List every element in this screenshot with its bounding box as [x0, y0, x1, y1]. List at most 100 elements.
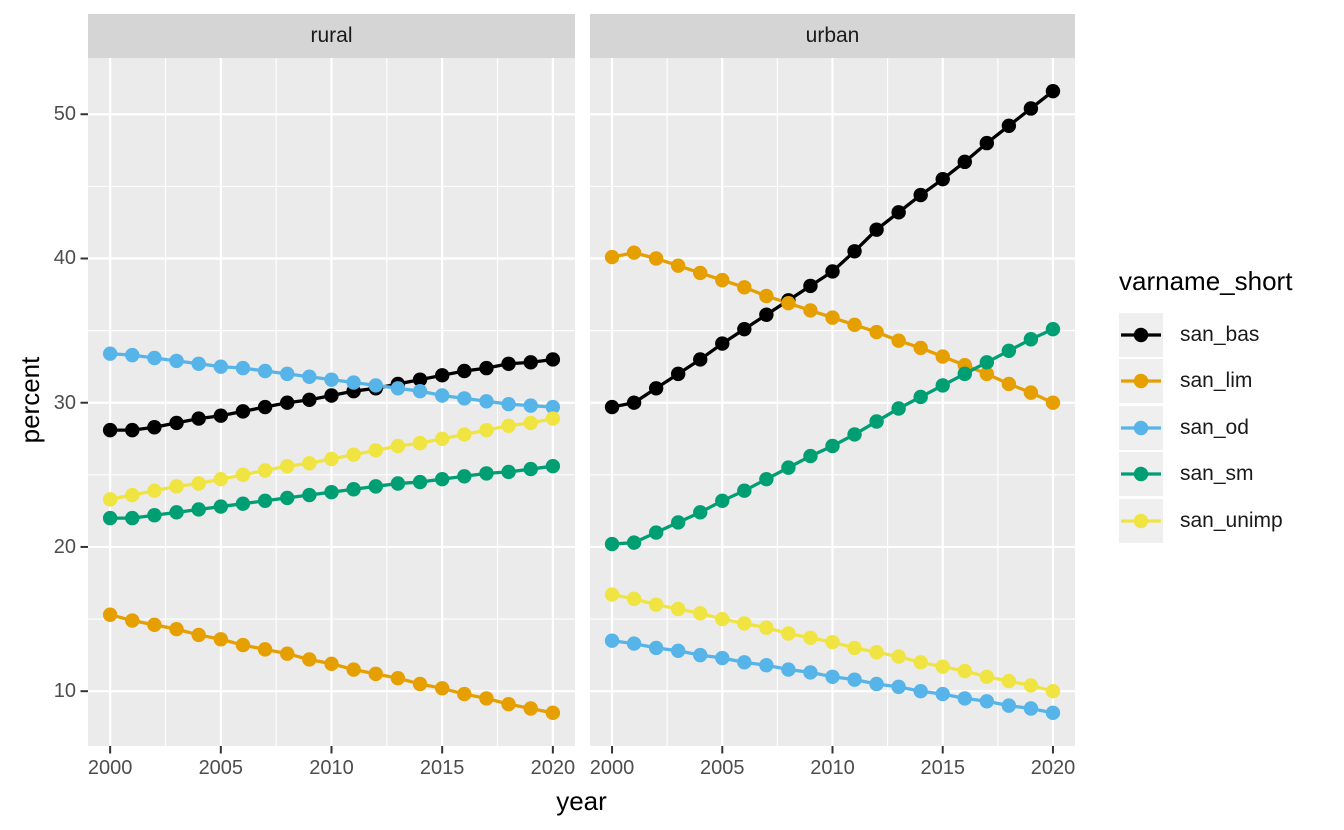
data-point-san_od-urban-2017	[979, 694, 995, 709]
legend-key-point-icon	[1133, 327, 1149, 343]
y-tick-label-40: 40	[53, 247, 76, 270]
data-point-san_sm-urban-2004	[693, 505, 708, 520]
legend-key-san_unimp	[1119, 498, 1163, 543]
data-point-san_unimp-rural-2014	[412, 435, 428, 451]
data-point-san_sm-urban-2007	[759, 471, 774, 487]
data-point-san_lim-rural-2012	[368, 666, 383, 682]
data-point-san_unimp-urban-2004	[693, 606, 708, 621]
data-point-san_sm-rural-2001	[125, 510, 140, 526]
data-point-san_bas-urban-2012	[869, 222, 884, 237]
data-point-san_unimp-rural-2012	[368, 443, 383, 458]
data-point-san_sm-urban-2002	[648, 525, 664, 540]
data-point-san_sm-rural-2002	[147, 508, 162, 523]
data-point-san_unimp-rural-2018	[501, 418, 516, 433]
legend-label-san_unimp: san_unimp	[1180, 508, 1283, 532]
data-point-san_unimp-urban-2012	[869, 645, 884, 660]
facet-strip-rural: rural	[88, 14, 575, 58]
data-point-san_od-urban-2013	[891, 679, 906, 695]
data-point-san_sm-urban-2009	[803, 448, 818, 464]
legend-label-san_od: san_od	[1180, 415, 1249, 439]
legend-item-san_unimp: san_unimp	[1119, 498, 1292, 543]
data-point-san_sm-rural-2018	[501, 464, 516, 480]
data-point-san_bas-rural-2019	[523, 355, 538, 370]
data-point-san_sm-rural-2011	[346, 482, 361, 497]
data-point-san_od-urban-2016	[957, 691, 972, 706]
data-point-san_sm-rural-2016	[457, 469, 472, 484]
data-point-san_od-urban-2000	[604, 633, 620, 648]
data-point-san_od-rural-2008	[280, 366, 295, 382]
data-point-san_unimp-urban-2013	[891, 649, 906, 664]
data-point-san_sm-rural-2013	[390, 476, 406, 491]
x-tick-label-rural-2005: 2005	[198, 757, 244, 779]
data-point-san_bas-urban-2002	[648, 381, 664, 396]
data-point-san_sm-rural-2007	[257, 493, 273, 509]
data-point-san_lim-urban-2017	[979, 366, 995, 382]
x-tick-label-urban-2000: 2000	[589, 757, 635, 779]
legend-key-point-icon	[1133, 466, 1149, 482]
data-point-san_unimp-rural-2020	[545, 411, 561, 426]
data-point-san_unimp-rural-2019	[523, 415, 538, 431]
data-point-san_sm-urban-2015	[935, 378, 950, 393]
data-point-san_unimp-urban-2010	[825, 634, 840, 650]
data-point-san_lim-rural-2010	[324, 656, 339, 671]
data-point-san_od-urban-2006	[737, 655, 752, 670]
data-point-san_unimp-rural-2013	[390, 438, 406, 454]
data-point-san_sm-urban-2014	[913, 389, 928, 405]
data-point-san_od-urban-2009	[803, 665, 818, 680]
data-point-san_sm-urban-2008	[781, 460, 796, 475]
data-point-san_bas-urban-2004	[693, 352, 708, 367]
data-point-san_od-rural-2011	[346, 375, 361, 390]
data-point-san_sm-urban-2005	[715, 493, 730, 509]
data-point-san_sm-rural-2014	[412, 474, 428, 490]
data-point-san_lim-urban-2001	[626, 245, 642, 260]
legend-key-glyph-icon	[1121, 420, 1161, 435]
data-point-san_od-rural-2000	[102, 346, 118, 361]
legend-key-san_lim	[1119, 359, 1163, 404]
data-point-san_bas-rural-2020	[545, 352, 561, 367]
data-point-san_bas-urban-2020	[1045, 83, 1061, 99]
legend-item-san_od: san_od	[1119, 405, 1292, 450]
legend-key-san_bas	[1119, 313, 1163, 357]
data-point-san_unimp-urban-2011	[847, 640, 862, 656]
data-point-san_bas-urban-2000	[604, 399, 620, 415]
data-point-san_sm-urban-2001	[626, 535, 642, 550]
data-point-san_bas-rural-2000	[102, 422, 118, 438]
legend-items: san_bas san_lim san_od san_sm san_unimp	[1119, 313, 1292, 543]
data-point-san_bas-rural-2008	[280, 395, 295, 410]
data-point-san_unimp-urban-2008	[781, 626, 796, 641]
data-point-san_unimp-urban-2018	[1001, 673, 1017, 689]
data-point-san_lim-rural-2009	[302, 652, 317, 667]
legend-key-glyph-icon	[1121, 513, 1161, 528]
data-point-san_sm-rural-2000	[102, 510, 118, 526]
legend-title: varname_short	[1119, 266, 1293, 296]
data-point-san_lim-rural-2018	[501, 696, 516, 712]
data-point-san_od-rural-2007	[257, 363, 273, 379]
data-point-san_od-rural-2010	[324, 372, 339, 387]
y-tick-label-20: 20	[53, 535, 76, 558]
data-point-san_bas-urban-2007	[759, 307, 774, 322]
data-point-san_lim-urban-2020	[1045, 395, 1061, 410]
y-tick-label-30: 30	[53, 391, 76, 414]
data-point-san_sm-urban-2006	[737, 483, 752, 498]
data-point-san_od-urban-2020	[1045, 705, 1061, 721]
data-point-san_bas-rural-2007	[257, 399, 273, 415]
data-point-san_od-rural-2020	[545, 399, 561, 415]
data-point-san_bas-rural-2017	[479, 360, 494, 376]
data-point-san_bas-urban-2015	[935, 171, 950, 187]
data-point-san_od-rural-2001	[125, 347, 140, 363]
x-tick-label-rural-2015: 2015	[419, 757, 465, 779]
data-point-san_sm-rural-2003	[169, 505, 184, 520]
data-point-san_od-urban-2008	[781, 662, 796, 677]
legend-label-san_lim: san_lim	[1180, 369, 1253, 393]
x-tick-label-rural-2020: 2020	[530, 757, 576, 779]
data-point-san_sm-urban-2016	[957, 366, 972, 382]
data-point-san_unimp-rural-2003	[169, 479, 184, 494]
data-point-san_lim-urban-2008	[781, 295, 796, 311]
data-point-san_lim-urban-2005	[715, 272, 730, 288]
data-point-san_bas-rural-2006	[235, 404, 251, 419]
data-point-san_lim-rural-2000	[102, 607, 118, 622]
data-point-san_sm-rural-2020	[545, 458, 561, 474]
data-point-san_unimp-urban-2003	[670, 601, 686, 617]
